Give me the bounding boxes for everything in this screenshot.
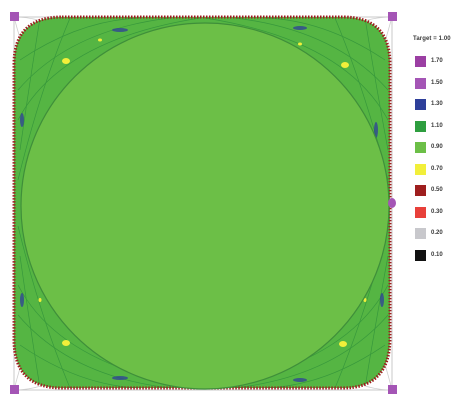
handle-bottom-left[interactable] xyxy=(10,385,19,394)
legend-label: 0.20 xyxy=(431,230,443,236)
legend-item: 0.20 xyxy=(415,228,469,240)
design-canvas[interactable] xyxy=(0,0,405,399)
legend-label: 1.70 xyxy=(431,58,443,64)
legend-item: 0.30 xyxy=(415,206,469,219)
color-legend: Target = 1.00 1.70 1.50 1.30 1.10 0.90 0.70 0.… xyxy=(413,36,469,276)
legend-swatch xyxy=(415,249,426,261)
legend-swatch xyxy=(415,228,426,239)
blue-spots xyxy=(20,26,384,382)
legend-item: 1.50 xyxy=(415,77,469,90)
handle-right-mid[interactable] xyxy=(388,198,396,208)
legend-item: 1.70 xyxy=(415,56,469,68)
legend-swatch xyxy=(415,163,426,175)
legend-label: 0.30 xyxy=(431,208,443,215)
inner-circle xyxy=(20,22,390,390)
handle-top-right[interactable] xyxy=(388,12,397,21)
coverage-shape xyxy=(10,12,397,394)
legend-item: 0.50 xyxy=(415,185,469,197)
handle-bottom-right[interactable] xyxy=(388,385,397,394)
legend-item: 0.70 xyxy=(415,163,469,176)
selection-handles[interactable] xyxy=(10,12,397,394)
outline-dots xyxy=(12,15,392,390)
legend-label: 1.50 xyxy=(431,79,443,86)
legend-swatch xyxy=(415,185,426,196)
legend-swatch xyxy=(415,142,426,153)
legend-item: 0.90 xyxy=(415,142,469,154)
legend-swatch xyxy=(415,206,426,218)
legend-label: 1.30 xyxy=(431,101,443,107)
legend-label: 0.90 xyxy=(431,144,443,150)
legend-item: 1.10 xyxy=(415,120,469,133)
legend-swatch xyxy=(415,56,426,67)
legend-swatch xyxy=(415,77,426,89)
legend-item: 0.10 xyxy=(415,249,469,262)
legend-label: 1.10 xyxy=(431,122,443,129)
handle-top-left[interactable] xyxy=(10,12,19,21)
legend-swatch xyxy=(415,120,426,132)
legend-label: 0.70 xyxy=(431,165,443,172)
legend-swatch xyxy=(415,99,426,110)
legend-label: 0.10 xyxy=(431,251,443,258)
legend-item: 1.30 xyxy=(415,99,469,111)
legend-title: Target = 1.00 xyxy=(413,36,451,42)
yellow-spots xyxy=(38,38,367,347)
legend-label: 0.50 xyxy=(431,187,443,193)
